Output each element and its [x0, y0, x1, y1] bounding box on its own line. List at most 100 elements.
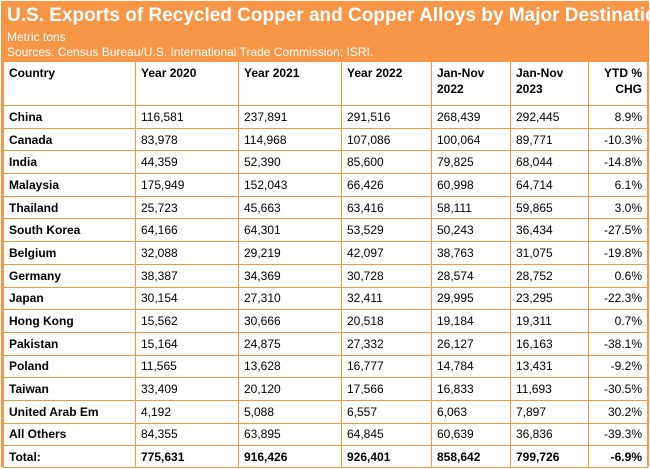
year-2020-cell: 44,359 — [135, 150, 239, 175]
jan-nov-2023-cell: 292,445 — [510, 105, 589, 129]
country-cell: Canada — [3, 127, 136, 152]
country-cell: Pakistan — [3, 331, 136, 356]
page-title: U.S. Exports of Recycled Copper and Copp… — [7, 5, 650, 26]
ytd-change-cell: -39.3% — [588, 422, 648, 447]
column-header-ytd-chg: YTD % CHG — [588, 61, 648, 106]
total-cell: 858,642 — [431, 445, 511, 469]
jan-nov-2022-cell: 268,439 — [431, 105, 511, 129]
jan-nov-2023-cell: 36,434 — [510, 218, 589, 243]
country-cell: China — [3, 105, 136, 129]
country-cell: South Korea — [3, 218, 136, 243]
ytd-change-cell: 0.6% — [588, 263, 648, 288]
total-cell: 775,631 — [135, 445, 239, 469]
year-2020-cell: 15,562 — [135, 309, 239, 333]
ytd-change-cell: -38.1% — [588, 331, 648, 356]
ytd-change-cell: -19.8% — [588, 241, 648, 265]
ytd-change-cell: 30.2% — [588, 399, 648, 424]
header: U.S. Exports of Recycled Copper and Copp… — [1, 1, 650, 61]
year-2022-cell: 30,728 — [341, 263, 432, 288]
column-header-year-2020: Year 2020 — [135, 61, 239, 106]
jan-nov-2023-cell: 19,311 — [510, 309, 589, 333]
jan-nov-2023-cell: 28,752 — [510, 263, 589, 288]
table-row: Belgium 32,088 29,219 42,097 38,763 31,075 -19… — [3, 241, 648, 265]
year-2021-cell: 45,663 — [238, 195, 342, 220]
ytd-change-cell: 6.1% — [588, 173, 648, 197]
jan-nov-2023-cell: 89,771 — [510, 127, 589, 152]
year-2020-cell: 32,088 — [135, 241, 239, 265]
year-2020-cell: 83,978 — [135, 127, 239, 152]
table-header-row: Country Year 2020 Year 2021 Year 2022 Ja… — [3, 61, 648, 106]
year-2021-cell: 24,875 — [238, 331, 342, 356]
year-2020-cell: 15,164 — [135, 331, 239, 356]
jan-nov-2022-cell: 50,243 — [431, 218, 511, 243]
jan-nov-2022-cell: 79,825 — [431, 150, 511, 175]
table-row: Canada 83,978 114,968 107,086 100,064 89,771-… — [3, 127, 648, 152]
jan-nov-2023-cell: 68,044 — [510, 150, 589, 175]
year-2021-cell: 27,310 — [238, 286, 342, 311]
year-2022-cell: 16,777 — [341, 354, 432, 379]
year-2021-cell: 63,895 — [238, 422, 342, 447]
year-2022-cell: 107,086 — [341, 127, 432, 152]
country-cell: All Others — [3, 422, 136, 447]
column-header-year-2021: Year 2021 — [238, 61, 342, 106]
jan-nov-2023-cell: 16,163 — [510, 331, 589, 356]
exports-table: Country Year 2020 Year 2021 Year 2022 Ja… — [3, 61, 648, 469]
column-header-jan-nov-2023: Jan-Nov 2023 — [510, 61, 589, 106]
year-2021-cell: 13,628 — [238, 354, 342, 379]
country-cell: Japan — [3, 286, 136, 311]
country-cell: Hong Kong — [3, 309, 136, 333]
country-cell: Taiwan — [3, 377, 136, 401]
jan-nov-2022-cell: 58,111 — [431, 195, 511, 220]
year-2022-cell: 6,557 — [341, 399, 432, 424]
column-header-year-2022: Year 2022 — [341, 61, 432, 106]
year-2020-cell: 84,355 — [135, 422, 239, 447]
jan-nov-2023-cell: 36,836 — [510, 422, 589, 447]
jan-nov-2023-cell: 7,897 — [510, 399, 589, 424]
country-cell: Thailand — [3, 195, 136, 220]
year-2022-cell: 20,518 — [341, 309, 432, 333]
table-row: Thailand 25,723 45,663 63,416 58,111 59,865 3.… — [3, 195, 648, 220]
year-2020-cell: 38,387 — [135, 263, 239, 288]
ytd-change-cell: 3.0% — [588, 195, 648, 220]
year-2022-cell: 42,097 — [341, 241, 432, 265]
year-2022-cell: 66,426 — [341, 173, 432, 197]
country-cell: Germany — [3, 263, 136, 288]
ytd-change-cell: -27.5% — [588, 218, 648, 243]
jan-nov-2023-cell: 11,693 — [510, 377, 589, 401]
table-row: Japan 30,154 27,310 32,411 29,995 23,295 -22.3… — [3, 286, 648, 311]
country-cell: United Arab Em — [3, 399, 136, 424]
year-2020-cell: 30,154 — [135, 286, 239, 311]
table-row: South Korea 64,166 64,301 53,529 50,243 36,43… — [3, 218, 648, 243]
year-2021-cell: 5,088 — [238, 399, 342, 424]
year-2021-cell: 52,390 — [238, 150, 342, 175]
year-2022-cell: 85,600 — [341, 150, 432, 175]
jan-nov-2023-cell: 64,714 — [510, 173, 589, 197]
total-row: Total: 775,631 916,426 926,401 858,642 7… — [3, 445, 648, 469]
table-row: India 44,359 52,390 85,600 79,825 68,044 -14.8… — [3, 150, 648, 175]
year-2021-cell: 29,219 — [238, 241, 342, 265]
total-cell: 916,426 — [238, 445, 342, 469]
jan-nov-2022-cell: 100,064 — [431, 127, 511, 152]
year-2022-cell: 32,411 — [341, 286, 432, 311]
country-cell: Poland — [3, 354, 136, 379]
country-cell: India — [3, 150, 136, 175]
table-row: Taiwan 33,409 20,120 17,566 16,833 11,693 -30.… — [3, 377, 648, 401]
table-row: Hong Kong 15,562 30,666 20,518 19,184 19,311 0… — [3, 309, 648, 333]
jan-nov-2023-cell: 13,431 — [510, 354, 589, 379]
total-ytd-change: -6.9% — [588, 445, 648, 469]
year-2021-cell: 114,968 — [238, 127, 342, 152]
column-header-country: Country — [3, 61, 136, 106]
table-row: All Others 84,355 63,895 64,845 60,639 36,836… — [3, 422, 648, 447]
jan-nov-2022-cell: 60,998 — [431, 173, 511, 197]
table-row: Germany 38,387 34,369 30,728 28,574 28,752 0.6… — [3, 263, 648, 288]
jan-nov-2022-cell: 60,639 — [431, 422, 511, 447]
jan-nov-2023-cell: 23,295 — [510, 286, 589, 311]
table-row: United Arab Em 4,192 5,088 6,557 6,063 7,897 3… — [3, 399, 648, 424]
units-label: Metric tons — [7, 30, 66, 44]
table-row: Pakistan 15,164 24,875 27,332 26,127 16,163 -3… — [3, 331, 648, 356]
total-label: Total: — [3, 445, 136, 469]
table-row: Malaysia 175,949 152,043 66,426 60,998 64,714… — [3, 173, 648, 197]
year-2020-cell: 4,192 — [135, 399, 239, 424]
column-header-jan-nov-2022: Jan-Nov 2022 — [431, 61, 511, 106]
